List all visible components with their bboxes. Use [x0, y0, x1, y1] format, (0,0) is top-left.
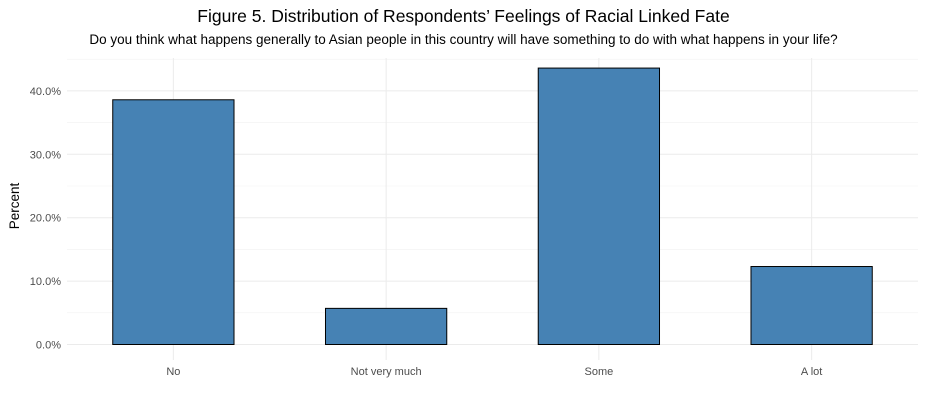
- y-tick-label: 20.0%: [30, 213, 61, 225]
- y-tick-label: 10.0%: [30, 276, 61, 288]
- chart-subtitle: Do you think what happens generally to A…: [89, 32, 838, 47]
- x-tick-label: Some: [585, 366, 614, 378]
- x-axis-ticks: No Not very much Some A lot: [166, 366, 822, 378]
- bar-no: [112, 99, 235, 345]
- chart-title: Figure 5. Distribution of Respondents’ F…: [197, 6, 730, 26]
- bar-a-lot: [750, 266, 873, 346]
- x-tick-label: Not very much: [351, 366, 422, 378]
- y-tick-label: 30.0%: [30, 149, 61, 161]
- y-axis-ticks: 0.0% 10.0% 20.0% 30.0% 40.0%: [30, 86, 61, 352]
- bars: [112, 67, 873, 346]
- bar-not-very-much: [324, 307, 448, 345]
- y-tick-label: 40.0%: [30, 86, 61, 98]
- x-tick-label: No: [166, 366, 180, 378]
- y-tick-label: 0.0%: [36, 340, 61, 352]
- bar-some: [537, 67, 661, 346]
- x-tick-label: A lot: [801, 366, 822, 378]
- y-axis-title: Percent: [7, 182, 22, 229]
